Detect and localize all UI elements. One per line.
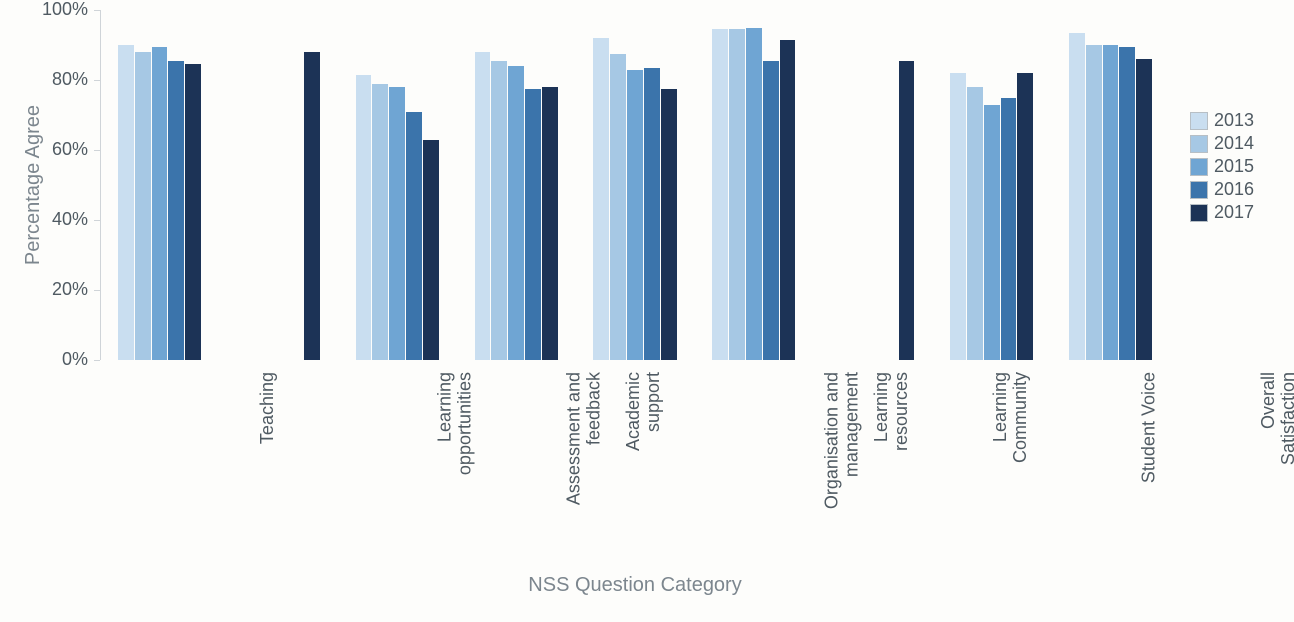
bar [1069, 33, 1085, 360]
x-category-label: Learning resources [871, 372, 911, 469]
legend-swatch [1190, 158, 1208, 176]
x-category-label: Student Voice [1138, 372, 1158, 509]
y-tick-label: 20% [0, 279, 88, 300]
legend-item: 2015 [1190, 156, 1254, 177]
x-category-label: Learning opportunities [435, 372, 475, 509]
bar [304, 52, 320, 360]
x-category-label: Assessment and feedback [564, 372, 604, 519]
x-category-label: Organisation and management [822, 372, 862, 538]
bar [508, 66, 524, 360]
x-category-label: Teaching [257, 372, 277, 459]
legend-label: 2017 [1214, 202, 1254, 223]
plot-area [100, 10, 1170, 360]
bar [763, 61, 779, 360]
legend-swatch [1190, 135, 1208, 153]
bar [1017, 73, 1033, 360]
bar [542, 87, 558, 360]
x-category-label: Learning Community [990, 372, 1030, 469]
bar [1136, 59, 1152, 360]
y-tick [94, 290, 100, 291]
x-category-label: Academic support [623, 372, 663, 459]
y-tick [94, 10, 100, 11]
bar [746, 28, 762, 361]
legend-label: 2016 [1214, 179, 1254, 200]
y-tick [94, 220, 100, 221]
bar [712, 29, 728, 360]
bar [475, 52, 491, 360]
bar [1119, 47, 1135, 360]
legend: 20132014201520162017 [1190, 110, 1254, 225]
bar [984, 105, 1000, 361]
bar [780, 40, 796, 360]
bar [406, 112, 422, 361]
y-tick-label: 80% [0, 69, 88, 90]
x-category-label: Overall Satisfaction [1258, 372, 1294, 499]
y-tick [94, 360, 100, 361]
bar [118, 45, 134, 360]
x-axis-label: NSS Question Category [100, 574, 1170, 597]
y-axis-line [100, 10, 101, 360]
legend-swatch [1190, 204, 1208, 222]
bar [967, 87, 983, 360]
nss-bar-chart: Percentage Agree NSS Question Category 0… [0, 0, 1294, 622]
y-tick [94, 150, 100, 151]
y-tick-label: 100% [0, 0, 88, 20]
legend-swatch [1190, 181, 1208, 199]
legend-label: 2015 [1214, 156, 1254, 177]
bar [1103, 45, 1119, 360]
legend-label: 2014 [1214, 133, 1254, 154]
bar [661, 89, 677, 360]
y-tick [94, 80, 100, 81]
bar [525, 89, 541, 360]
bar [729, 29, 745, 360]
y-tick-label: 60% [0, 139, 88, 160]
bar [950, 73, 966, 360]
bar [135, 52, 151, 360]
legend-label: 2013 [1214, 110, 1254, 131]
legend-item: 2013 [1190, 110, 1254, 131]
bar [593, 38, 609, 360]
y-tick-label: 40% [0, 209, 88, 230]
bar [627, 70, 643, 361]
bar [610, 54, 626, 360]
bar [372, 84, 388, 361]
bar [1001, 98, 1017, 361]
bar [491, 61, 507, 360]
bar [899, 61, 915, 360]
legend-swatch [1190, 112, 1208, 130]
bar [168, 61, 184, 360]
legend-item: 2016 [1190, 179, 1254, 200]
bar [152, 47, 168, 360]
legend-item: 2017 [1190, 202, 1254, 223]
bar [356, 75, 372, 360]
bar [1086, 45, 1102, 360]
bar [185, 64, 201, 360]
bar [644, 68, 660, 360]
y-tick-label: 0% [0, 349, 88, 370]
bar [389, 87, 405, 360]
legend-item: 2014 [1190, 133, 1254, 154]
bar [423, 140, 439, 361]
y-axis-label: Percentage Agree [22, 85, 45, 285]
